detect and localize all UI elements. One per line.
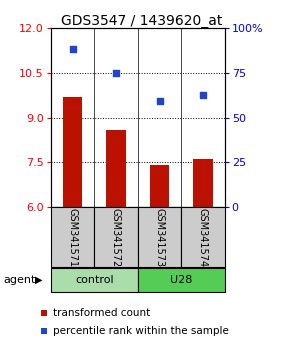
Point xyxy=(114,70,118,76)
Text: GDS3547 / 1439620_at: GDS3547 / 1439620_at xyxy=(61,13,223,28)
Bar xyxy=(150,165,169,207)
Point xyxy=(201,92,205,98)
Bar xyxy=(193,159,213,207)
Bar xyxy=(106,130,126,207)
Bar xyxy=(63,97,82,207)
Text: GSM341574: GSM341574 xyxy=(198,207,208,267)
Text: control: control xyxy=(75,275,114,285)
Text: GSM341571: GSM341571 xyxy=(68,207,77,267)
Text: ▶: ▶ xyxy=(35,275,42,285)
Bar xyxy=(138,268,225,292)
Text: transformed count: transformed count xyxy=(53,308,150,318)
Text: GSM341573: GSM341573 xyxy=(155,207,164,267)
Text: agent: agent xyxy=(3,275,35,285)
Bar xyxy=(94,207,138,267)
Point xyxy=(70,46,75,52)
Point xyxy=(157,98,162,104)
Bar xyxy=(181,207,225,267)
Bar xyxy=(51,268,138,292)
Text: percentile rank within the sample: percentile rank within the sample xyxy=(53,326,229,336)
Text: U28: U28 xyxy=(170,275,193,285)
Bar xyxy=(138,207,181,267)
Bar xyxy=(51,207,94,267)
Text: GSM341572: GSM341572 xyxy=(111,207,121,267)
